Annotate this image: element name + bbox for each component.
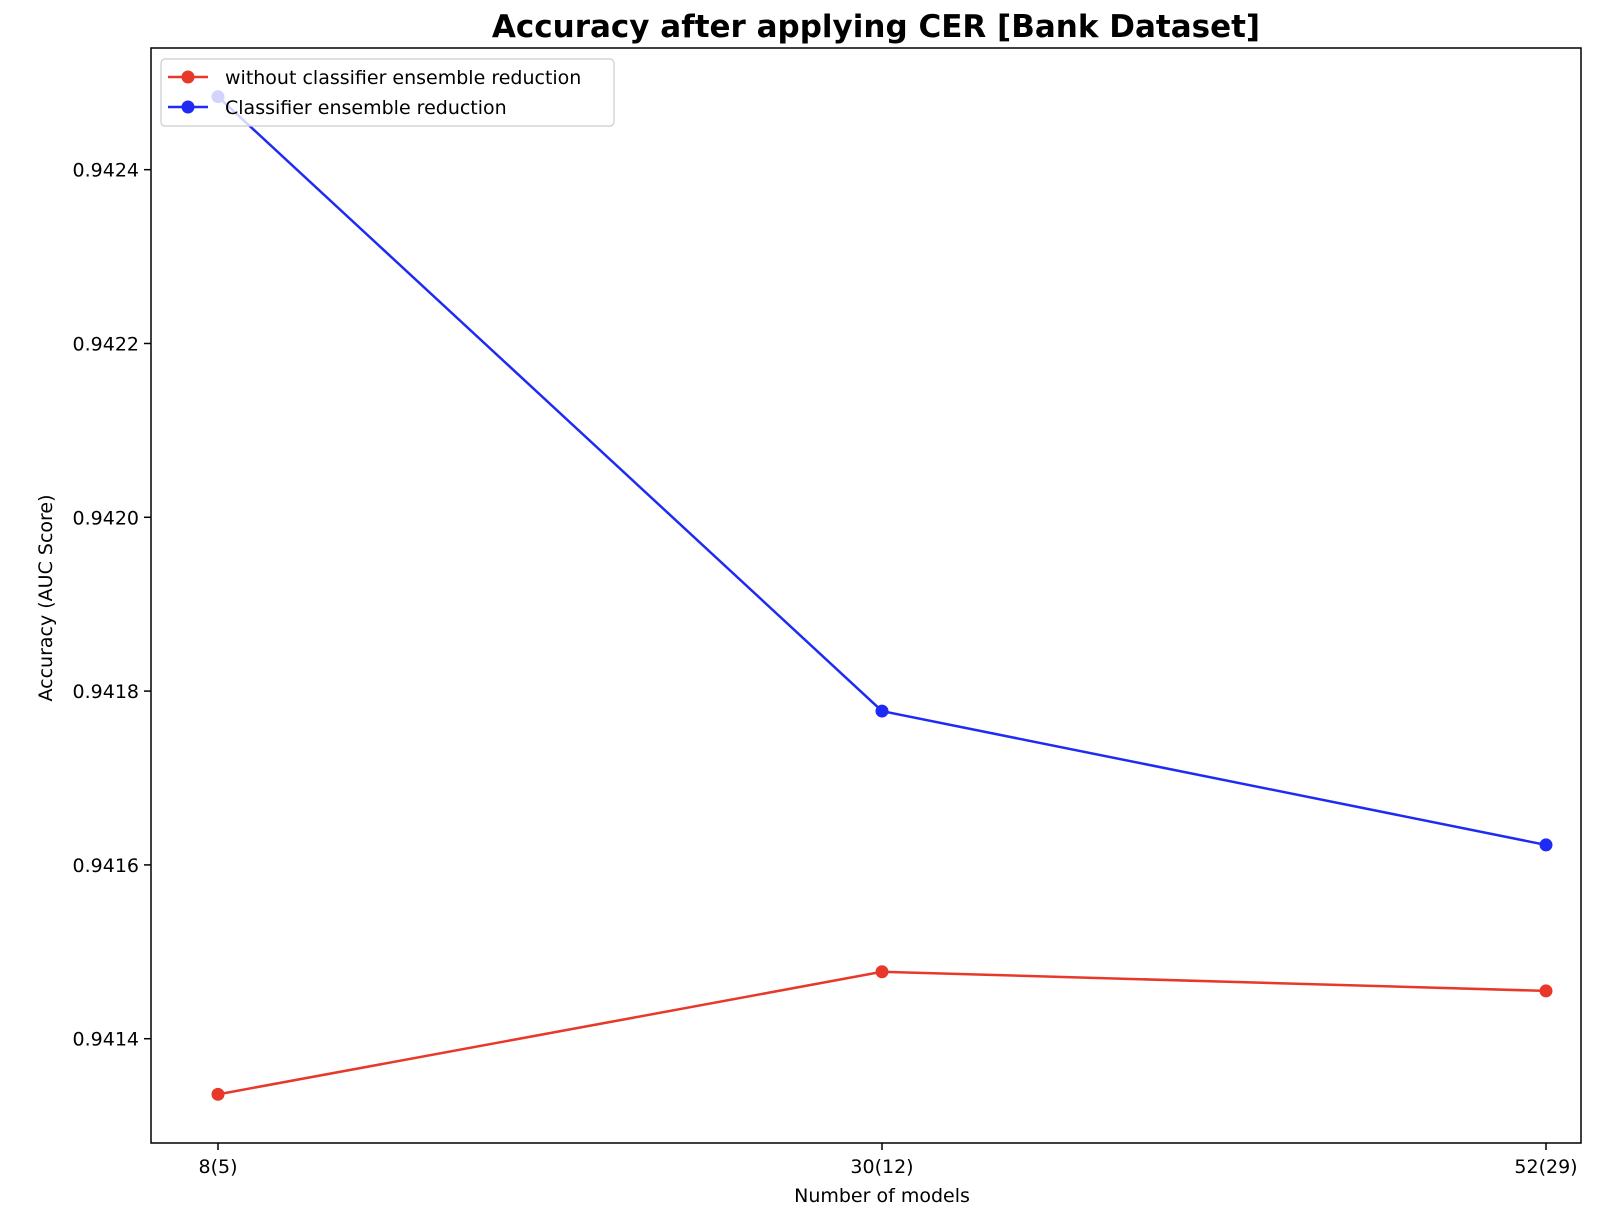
legend: without classifier ensemble reduction Cla… (160, 58, 615, 127)
y-axis: 0.9414 0.9416 0.9418 0.9420 0.9422 0.9424 (73, 160, 151, 1051)
legend-marker (181, 70, 195, 84)
x-tick-label: 52(29) (1514, 1156, 1577, 1178)
y-tick-label: 0.9422 (73, 333, 139, 355)
y-tick-label: 0.9420 (73, 507, 139, 529)
chart-title: Accuracy after applying CER [Bank Datase… (492, 9, 1260, 45)
x-tick-label: 30(12) (850, 1156, 913, 1178)
y-tick-label: 0.9416 (73, 855, 139, 877)
y-tick-label: 0.9424 (73, 160, 139, 182)
data-point (875, 704, 889, 718)
plot-area (150, 47, 1582, 1144)
y-axis-label: Accuracy (AUC Score) (35, 494, 57, 701)
x-tick-label: 8(5) (198, 1156, 237, 1178)
series-layer (211, 90, 1553, 1101)
legend-box (160, 58, 615, 127)
x-axis-label: Number of models (794, 1185, 970, 1207)
legend-label: Classifier ensemble reduction (225, 97, 507, 119)
data-point (875, 965, 889, 979)
y-tick-label: 0.9414 (73, 1029, 139, 1051)
x-axis: 8(5) 30(12) 52(29) (198, 1143, 1578, 1178)
y-tick-label: 0.9418 (73, 681, 139, 703)
legend-marker (181, 100, 195, 114)
data-point (1539, 984, 1553, 998)
legend-label: without classifier ensemble reduction (225, 67, 581, 89)
data-point (1539, 838, 1553, 852)
data-point (211, 1087, 225, 1101)
